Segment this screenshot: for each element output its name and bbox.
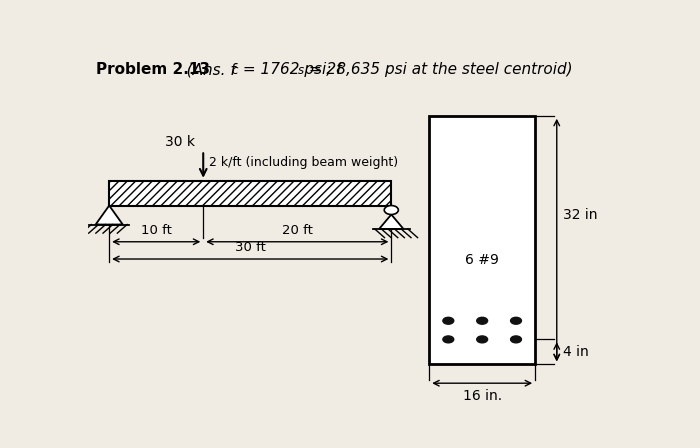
Circle shape [510, 336, 522, 343]
Text: 2 k/ft (including beam weight): 2 k/ft (including beam weight) [209, 156, 398, 169]
Circle shape [510, 317, 522, 324]
Circle shape [477, 317, 488, 324]
Circle shape [443, 336, 454, 343]
Text: 10 ft: 10 ft [141, 224, 172, 237]
Polygon shape [96, 206, 122, 224]
Text: = 1762 psi; f: = 1762 psi; f [238, 62, 342, 78]
Text: (Ans. f: (Ans. f [172, 62, 235, 78]
Bar [109, 181, 391, 206]
Polygon shape [379, 215, 403, 229]
Text: 6 #9: 6 #9 [466, 253, 499, 267]
Text: s: s [298, 65, 304, 78]
Text: c: c [231, 65, 238, 78]
Circle shape [443, 317, 454, 324]
Bar [429, 116, 535, 364]
Circle shape [477, 336, 488, 343]
Text: = 28,635 psi at the steel centroid): = 28,635 psi at the steel centroid) [304, 62, 573, 78]
Text: 30 k: 30 k [165, 134, 195, 149]
Text: Problem 2.13: Problem 2.13 [96, 62, 209, 78]
Text: 4 in: 4 in [564, 345, 589, 359]
Text: 16 in.: 16 in. [463, 389, 502, 403]
Circle shape [384, 206, 398, 215]
Text: 32 in: 32 in [564, 208, 598, 222]
Text: 30 ft: 30 ft [234, 241, 266, 254]
Text: 20 ft: 20 ft [282, 224, 313, 237]
